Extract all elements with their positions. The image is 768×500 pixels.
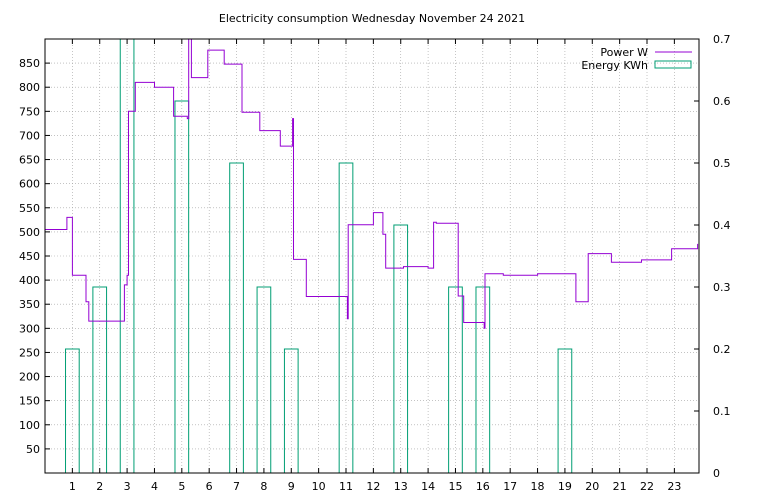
x-tick-label: 7	[233, 480, 240, 493]
energy-bar	[256, 286, 272, 473]
x-tick-label: 19	[558, 480, 572, 493]
x-tick-label: 2	[96, 480, 103, 493]
x-tick-label: 20	[585, 480, 599, 493]
energy-bar	[283, 348, 299, 473]
axes: 1 2 3 4 5 6 7 8 9 10 11 12 13 14 15 16 17 18 19 20 21 22 23501…	[19, 33, 731, 493]
power-series	[45, 38, 699, 329]
energy-series	[65, 38, 573, 473]
x-tick-label: 18	[531, 480, 545, 493]
energy-bar	[557, 348, 573, 473]
y2-tick-label: 0	[713, 467, 720, 480]
y-tick-label: 300	[19, 322, 40, 335]
y2-tick-label: 0.6	[713, 95, 731, 108]
x-tick-label: 14	[421, 480, 435, 493]
y-tick-label: 700	[19, 129, 40, 142]
x-tick-label: 12	[366, 480, 380, 493]
y2-tick-label: 0.2	[713, 343, 731, 356]
x-tick-label: 10	[312, 480, 326, 493]
legend-power-label: Power W	[600, 46, 648, 59]
legend: Power W Energy KWh	[581, 46, 692, 72]
grid	[45, 39, 699, 473]
y2-tick-label: 0.5	[713, 157, 731, 170]
x-tick-label: 5	[178, 480, 185, 493]
y2-tick-label: 0.7	[713, 33, 731, 46]
x-tick-label: 9	[288, 480, 295, 493]
y-tick-label: 750	[19, 105, 40, 118]
chart-title: Electricity consumption Wednesday Novemb…	[219, 12, 525, 25]
energy-bar	[393, 224, 409, 473]
x-tick-label: 6	[206, 480, 213, 493]
y-tick-label: 50	[26, 443, 40, 456]
energy-bar	[448, 286, 463, 473]
x-tick-label: 13	[394, 480, 408, 493]
y-tick-label: 400	[19, 274, 40, 287]
y-tick-label: 250	[19, 346, 40, 359]
y2-tick-label: 0.3	[713, 281, 731, 294]
energy-bar	[174, 100, 190, 473]
legend-energy-label: Energy KWh	[581, 59, 648, 72]
energy-bar	[338, 162, 354, 473]
y-tick-label: 650	[19, 154, 40, 167]
y2-tick-label: 0.4	[713, 219, 731, 232]
y2-tick-label: 0.1	[713, 405, 731, 418]
y-tick-label: 500	[19, 226, 40, 239]
y-tick-label: 850	[19, 57, 40, 70]
y-tick-label: 600	[19, 178, 40, 191]
y-tick-label: 450	[19, 250, 40, 263]
x-tick-label: 16	[476, 480, 490, 493]
x-tick-label: 11	[339, 480, 353, 493]
x-tick-label: 23	[667, 480, 681, 493]
y-tick-label: 550	[19, 202, 40, 215]
power-line	[45, 38, 699, 329]
energy-bar	[65, 348, 80, 473]
legend-energy-swatch	[654, 60, 692, 69]
y-tick-label: 350	[19, 298, 40, 311]
x-tick-label: 22	[640, 480, 654, 493]
x-tick-label: 3	[124, 480, 131, 493]
x-tick-label: 1	[69, 480, 76, 493]
plot-border	[44, 38, 700, 474]
energy-bar	[229, 162, 244, 473]
y-tick-label: 200	[19, 371, 40, 384]
y-tick-label: 800	[19, 81, 40, 94]
x-tick-label: 15	[448, 480, 462, 493]
x-tick-label: 21	[613, 480, 627, 493]
x-tick-label: 17	[503, 480, 517, 493]
energy-bar	[475, 286, 491, 473]
x-tick-label: 8	[260, 480, 267, 493]
y-tick-label: 100	[19, 419, 40, 432]
x-tick-label: 4	[151, 480, 158, 493]
energy-bar	[92, 286, 108, 473]
y-tick-label: 150	[19, 395, 40, 408]
